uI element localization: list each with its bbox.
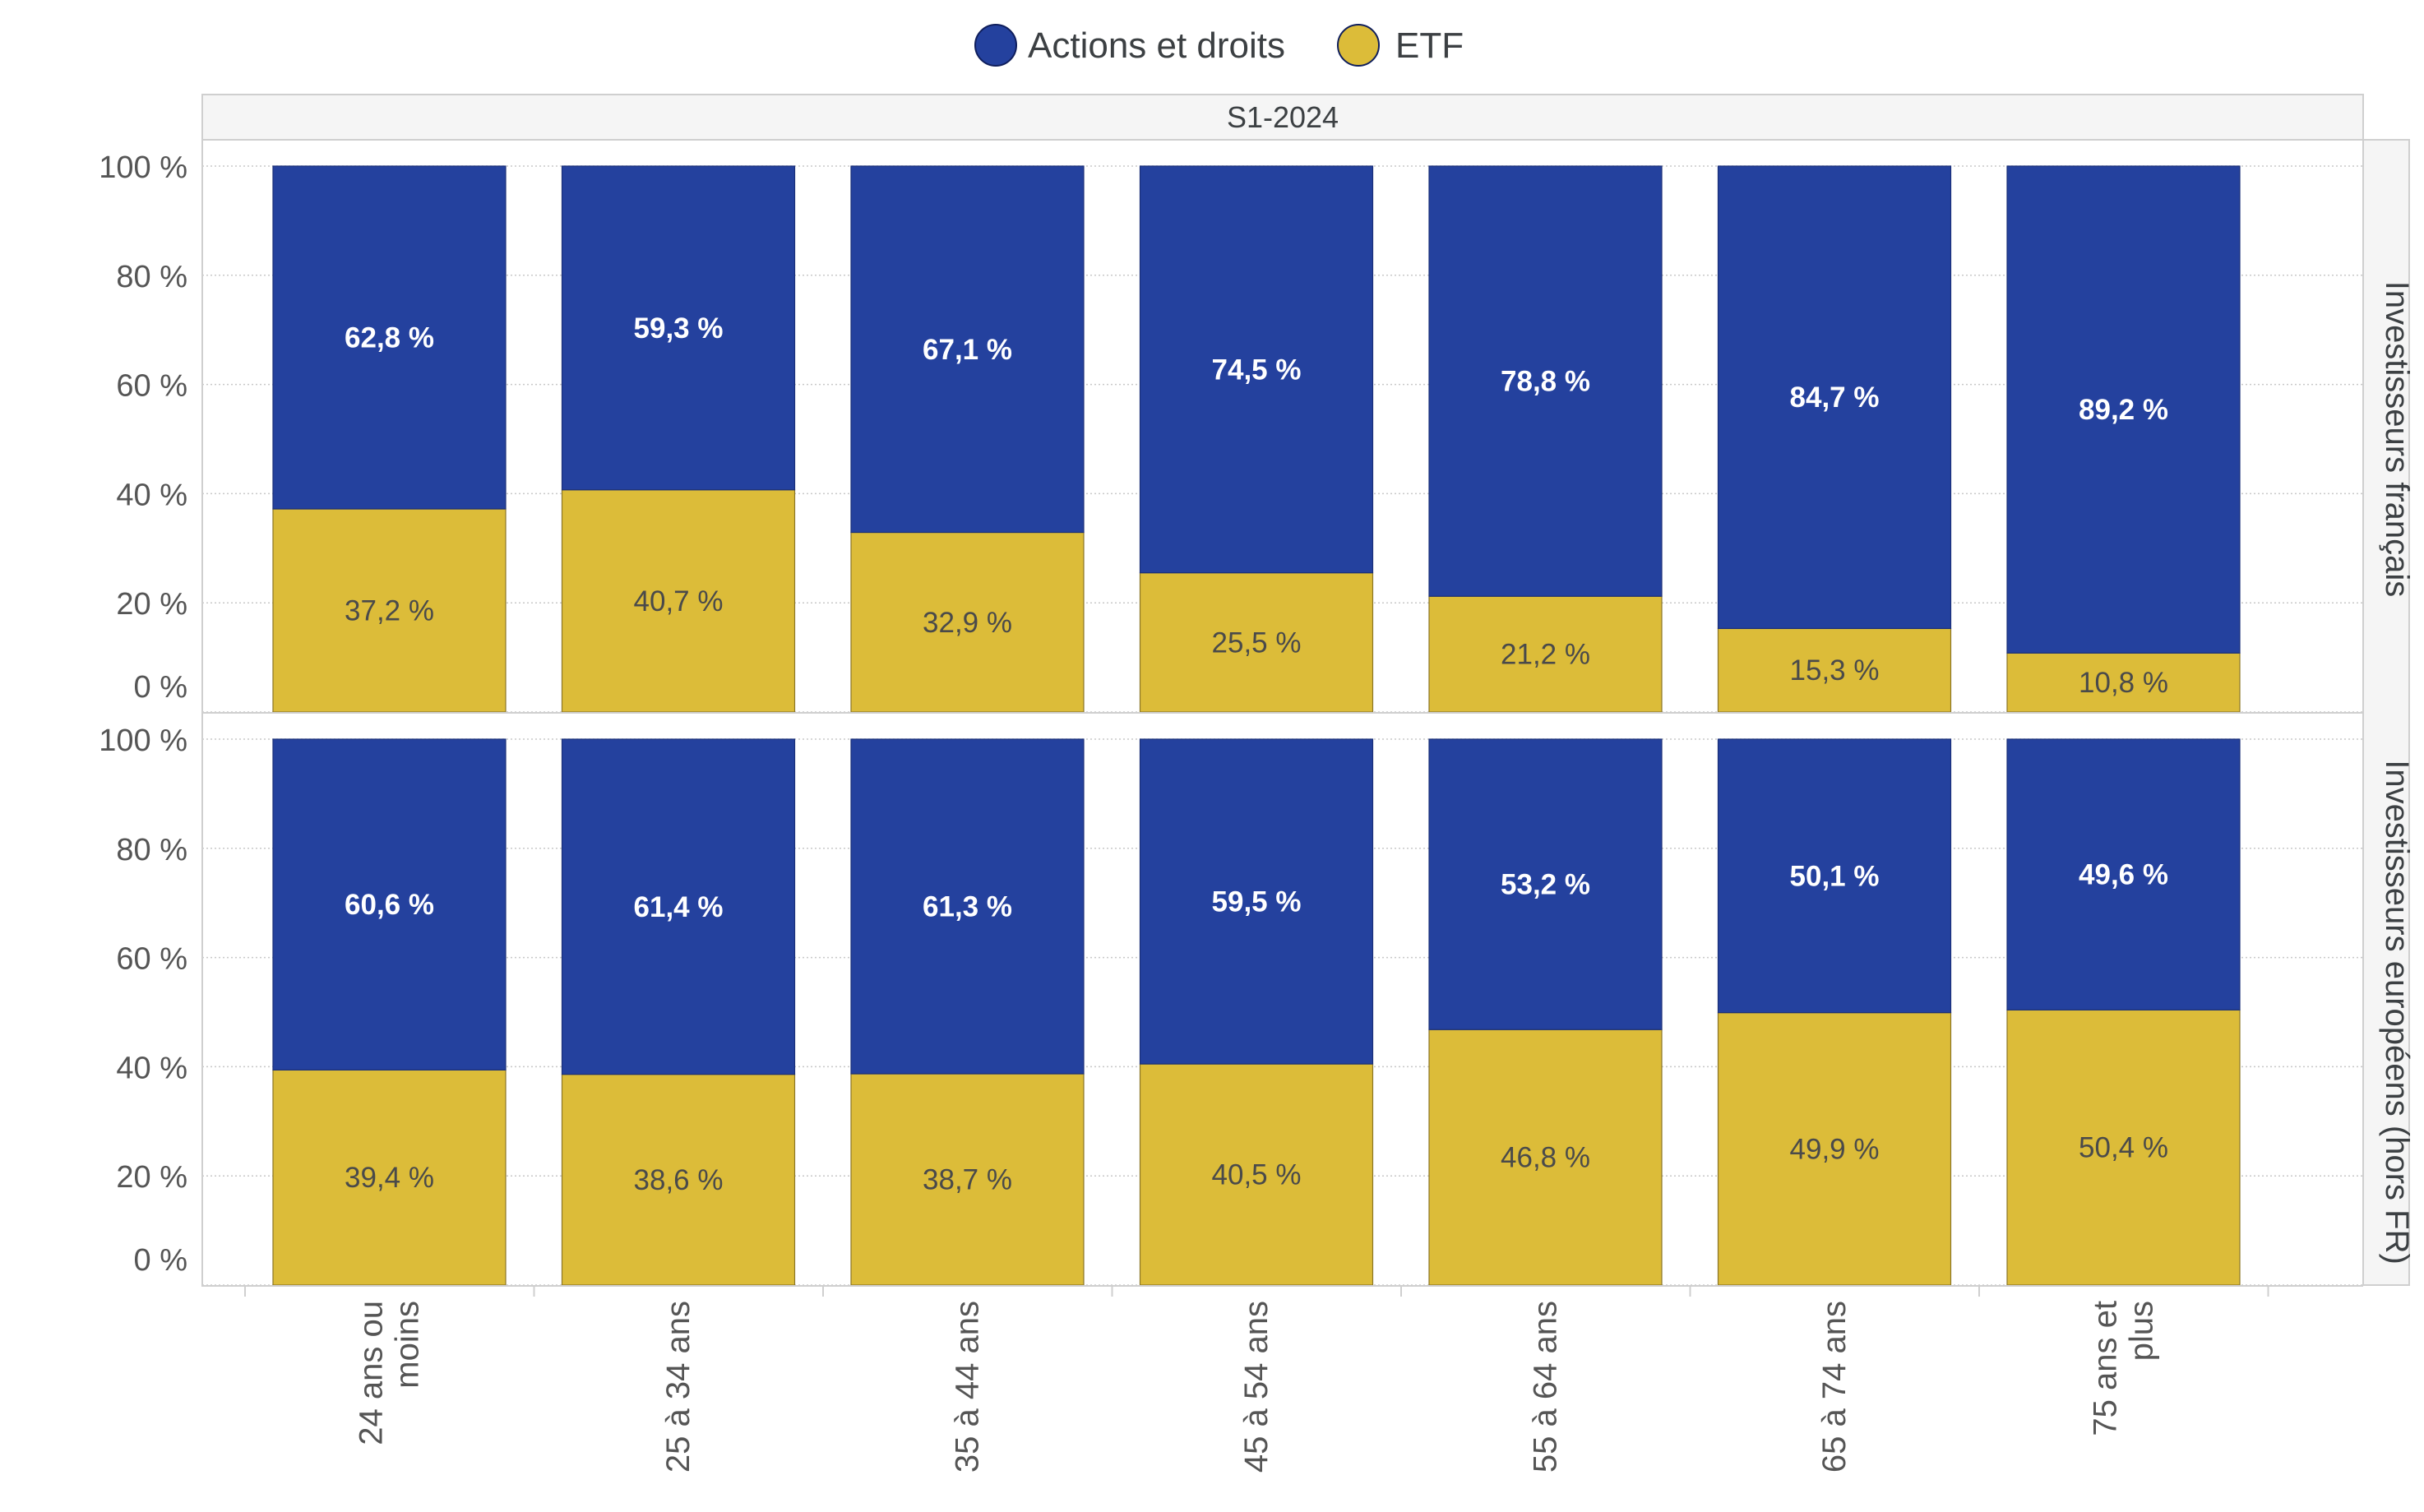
data-label-etf: 46,8 %	[1501, 1142, 1590, 1174]
y-tick-label: 40 %	[116, 478, 187, 512]
bar-etf	[1717, 627, 1952, 713]
data-label-actions: 67,1 %	[923, 334, 1012, 366]
bar-etf	[1717, 1012, 1952, 1286]
bar-actions	[2006, 165, 2241, 654]
data-label-actions: 59,3 %	[634, 312, 724, 344]
bar-actions	[1139, 165, 1374, 574]
bar-actions	[1428, 165, 1663, 597]
x-category-label: moins	[390, 1301, 426, 1389]
bar-actions	[272, 738, 507, 1070]
bar-actions	[1139, 738, 1374, 1065]
x-category-label: 24 ans ou	[354, 1301, 390, 1445]
y-tick-label: 0 %	[134, 1243, 187, 1278]
y-tick-label: 60 %	[116, 942, 187, 977]
data-label-actions: 53,2 %	[1501, 869, 1590, 901]
bar-actions	[1428, 738, 1663, 1030]
data-label-etf: 38,7 %	[923, 1164, 1012, 1196]
data-label-actions: 62,8 %	[345, 321, 434, 354]
bar-etf	[850, 531, 1085, 713]
y-tick-label: 40 %	[116, 1051, 187, 1085]
data-label-etf: 39,4 %	[345, 1162, 434, 1194]
y-tick-label: 80 %	[116, 833, 187, 867]
y-tick-label: 100 %	[99, 724, 187, 758]
bar-actions	[850, 165, 1085, 534]
data-label-actions: 50,1 %	[1790, 860, 1880, 892]
legend-label-etf: ETF	[1395, 25, 1464, 66]
bar-etf	[1139, 1063, 1374, 1286]
bar-actions	[2006, 738, 2241, 1010]
data-label-etf: 38,6 %	[634, 1164, 724, 1196]
bar-etf	[2006, 652, 2241, 713]
data-label-etf: 40,7 %	[634, 585, 724, 617]
data-label-actions: 61,4 %	[634, 891, 724, 923]
bar-etf	[272, 508, 507, 713]
data-label-actions: 59,5 %	[1212, 886, 1302, 918]
data-label-etf: 49,9 %	[1790, 1133, 1880, 1165]
data-label-etf: 10,8 %	[2079, 667, 2168, 699]
data-label-actions: 89,2 %	[2079, 394, 2168, 426]
data-label-actions: 49,6 %	[2079, 859, 2168, 891]
row-facet-label: Investisseurs français	[2379, 281, 2415, 598]
column-facet-label: S1-2024	[1227, 100, 1339, 134]
y-tick-label: 60 %	[116, 369, 187, 404]
bar-actions	[850, 738, 1085, 1075]
data-label-actions: 78,8 %	[1501, 366, 1590, 398]
bar-etf	[1428, 595, 1663, 713]
data-label-etf: 25,5 %	[1212, 627, 1302, 659]
data-label-etf: 32,9 %	[923, 607, 1012, 639]
bar-etf	[561, 489, 796, 713]
data-label-etf: 21,2 %	[1501, 639, 1590, 671]
data-label-actions: 60,6 %	[345, 889, 434, 921]
bar-actions	[1717, 738, 1952, 1014]
legend-swatch-actions	[974, 24, 1017, 67]
data-label-actions: 84,7 %	[1790, 381, 1880, 414]
legend-swatch-etf	[1337, 24, 1380, 67]
y-tick-label: 80 %	[116, 260, 187, 294]
data-label-actions: 74,5 %	[1212, 354, 1302, 386]
y-tick-label: 100 %	[99, 150, 187, 185]
bar-actions	[561, 738, 796, 1075]
row-facet-label: Investisseurs européens (hors FR)	[2379, 760, 2415, 1265]
bar-etf	[561, 1074, 796, 1286]
bar-actions	[1717, 165, 1952, 630]
row-facet-strip	[2362, 139, 2410, 1286]
data-label-etf: 15,3 %	[1790, 654, 1880, 687]
x-category-label: plus	[2124, 1301, 2160, 1361]
x-category-label: 55 à 64 ans	[1528, 1301, 1564, 1473]
legend-label-actions: Actions et droits	[1028, 25, 1285, 66]
y-tick-label: 20 %	[116, 587, 187, 622]
bar-actions	[561, 165, 796, 491]
data-label-etf: 40,5 %	[1212, 1159, 1302, 1191]
data-label-etf: 37,2 %	[345, 594, 434, 627]
bar-etf	[272, 1069, 507, 1286]
x-category-label: 75 ans et	[2088, 1301, 2124, 1436]
x-category-label: 35 à 44 ans	[950, 1301, 986, 1473]
bar-etf	[1139, 572, 1374, 713]
y-tick-label: 20 %	[116, 1160, 187, 1195]
x-category-label: 25 à 34 ans	[660, 1301, 696, 1473]
column-facet-strip	[201, 94, 2364, 141]
data-label-etf: 50,4 %	[2079, 1132, 2168, 1164]
y-tick-label: 0 %	[134, 670, 187, 705]
bar-etf	[1428, 1029, 1663, 1286]
x-category-label: 45 à 54 ans	[1238, 1301, 1274, 1473]
bar-etf	[850, 1073, 1085, 1286]
bar-etf	[2006, 1009, 2241, 1286]
bar-actions	[272, 165, 507, 510]
x-category-label: 65 à 74 ans	[1816, 1301, 1853, 1473]
data-label-actions: 61,3 %	[923, 891, 1012, 923]
